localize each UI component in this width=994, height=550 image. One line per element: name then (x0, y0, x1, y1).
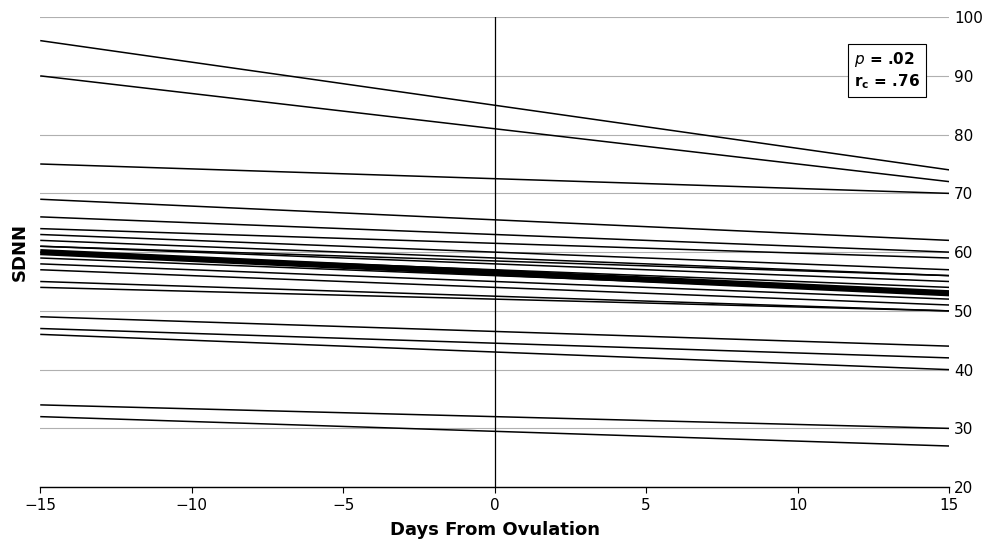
Text: $\mathbf{\mathit{p}}$ = .02
$\mathbf{r_c}$ = .76: $\mathbf{\mathit{p}}$ = .02 $\mathbf{r_c… (854, 50, 919, 91)
X-axis label: Days From Ovulation: Days From Ovulation (390, 521, 599, 539)
Y-axis label: SDNN: SDNN (11, 223, 29, 281)
